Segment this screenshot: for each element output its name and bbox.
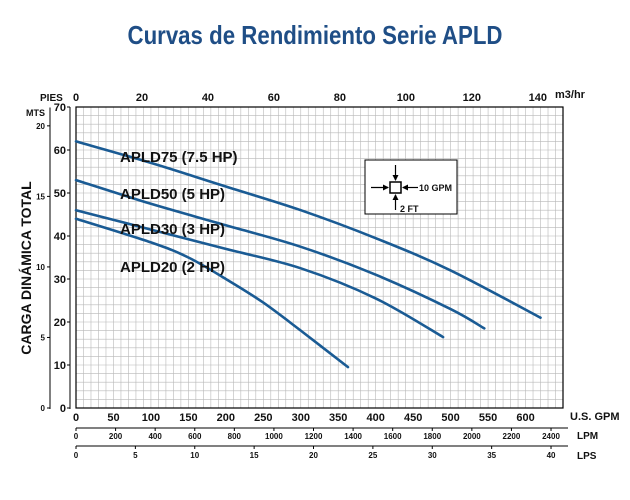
- pies-label: PIES: [40, 93, 63, 104]
- mts-tick-label: 20: [36, 122, 45, 131]
- y-axis-label: CARGA DINÁMICA TOTAL: [18, 181, 34, 355]
- mts-label: MTS: [26, 108, 45, 118]
- m3hr-tick-label: 40: [202, 92, 214, 104]
- gpm-tick-label: 600: [516, 412, 534, 424]
- curves: [74, 140, 542, 369]
- gpm-tick-label: 200: [217, 412, 235, 424]
- lpm-tick-label: 200: [109, 432, 123, 441]
- series-label-apld50: APLD50 (5 HP): [120, 186, 225, 203]
- m3hr-tick-label: 60: [268, 92, 280, 104]
- lps-tick-label: 10: [190, 451, 199, 460]
- mts-tick-label: 0: [41, 404, 46, 413]
- gpm-tick-label: 300: [292, 412, 310, 424]
- lps-tick-label: 5: [133, 451, 138, 460]
- lpm-tick-label: 1200: [305, 432, 323, 441]
- lpm-tick-label: 1600: [384, 432, 402, 441]
- lps-tick-label: 30: [428, 451, 437, 460]
- lpm-label: LPM: [577, 431, 598, 442]
- axes: [47, 106, 568, 449]
- m3hr-tick-label: 140: [529, 92, 547, 104]
- arrow-top-head: [392, 175, 399, 181]
- lpm-tick-label: 400: [148, 432, 162, 441]
- feet-tick-label: 10: [54, 360, 66, 372]
- series-label-apld20: APLD20 (2 HP): [120, 259, 225, 276]
- gpm-tick-label: 100: [142, 412, 160, 424]
- arrow-left-head: [383, 184, 389, 191]
- m3hr-tick-label: 100: [397, 92, 415, 104]
- m3hr-tick-label: 20: [136, 92, 148, 104]
- gpm-tick-label: 450: [404, 412, 422, 424]
- chart-title: Curvas de Rendimiento Serie APLD: [128, 20, 503, 50]
- lps-tick-label: 25: [368, 451, 377, 460]
- legend-flow-label: 10 GPM: [419, 183, 452, 193]
- m3hr-tick-label: 0: [73, 92, 79, 104]
- feet-tick-label: 20: [54, 317, 66, 329]
- curve-apld20: [74, 217, 350, 369]
- gpm-tick-label: 400: [367, 412, 385, 424]
- grid: [75, 106, 564, 409]
- gpm-tick-label: 150: [179, 412, 197, 424]
- lps-tick-label: 35: [487, 451, 496, 460]
- lpm-tick-label: 2400: [542, 432, 560, 441]
- lps-tick-label: 15: [250, 451, 259, 460]
- lps-tick-label: 40: [547, 451, 556, 460]
- lpm-tick-label: 800: [228, 432, 242, 441]
- gpm-tick-label: 550: [479, 412, 497, 424]
- feet-tick-label: 60: [54, 145, 66, 157]
- feet-tick-label: 70: [54, 102, 66, 114]
- curve-apld75: [74, 140, 542, 319]
- curve-apld30: [74, 208, 445, 339]
- arrow-bottom-head: [392, 194, 399, 200]
- plot-border: [75, 106, 564, 409]
- lpm-tick-label: 2000: [463, 432, 481, 441]
- gpm-tick-label: 0: [73, 412, 79, 424]
- series-label-apld30: APLD30 (3 HP): [120, 221, 225, 238]
- curve-apld50: [74, 178, 486, 330]
- lps-tick-label: 20: [309, 451, 318, 460]
- m3hr-tick-label: 120: [463, 92, 481, 104]
- lpm-tick-label: 1000: [265, 432, 283, 441]
- legend-head-label: 2 FT: [400, 204, 419, 214]
- gpm-label: U.S. GPM: [570, 411, 620, 423]
- mts-tick-label: 15: [36, 192, 45, 201]
- feet-tick-label: 30: [54, 274, 66, 286]
- gpm-tick-label: 50: [107, 412, 119, 424]
- feet-tick-label: 50: [54, 188, 66, 200]
- lpm-tick-label: 1800: [423, 432, 441, 441]
- mts-tick-label: 5: [41, 333, 46, 342]
- arrow-right-head: [402, 184, 408, 191]
- lpm-tick-label: 0: [74, 432, 79, 441]
- lpm-tick-label: 1400: [344, 432, 362, 441]
- gpm-tick-label: 350: [329, 412, 347, 424]
- feet-tick-label: 40: [54, 231, 66, 243]
- gpm-tick-label: 250: [254, 412, 272, 424]
- mts-tick-label: 10: [36, 263, 45, 272]
- legend-box-cell: [389, 181, 402, 194]
- series-label-apld75: APLD75 (7.5 HP): [120, 149, 238, 166]
- m3hr-label: m3/hr: [555, 89, 586, 101]
- m3hr-tick-label: 80: [334, 92, 346, 104]
- lpm-tick-label: 2200: [503, 432, 521, 441]
- lpm-tick-label: 600: [188, 432, 202, 441]
- gpm-tick-label: 500: [441, 412, 459, 424]
- lps-tick-label: 0: [74, 451, 79, 460]
- feet-tick-label: 0: [60, 403, 66, 415]
- legend-box: 10 GPM 2 FT: [364, 159, 458, 215]
- lps-label: LPS: [577, 451, 597, 462]
